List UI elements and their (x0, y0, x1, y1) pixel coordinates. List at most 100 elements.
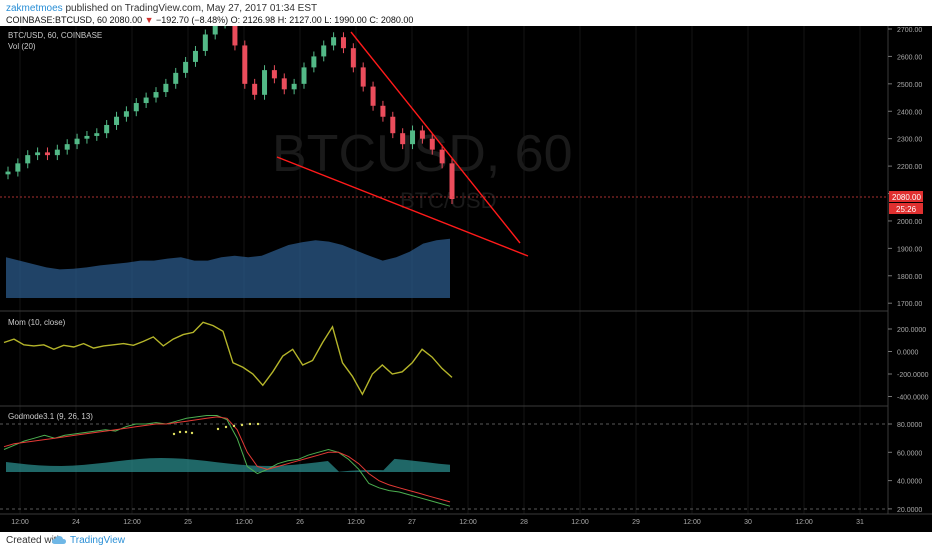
time-tick-label: 12:00 (235, 519, 253, 526)
candle-body (104, 124, 110, 134)
candle-body (94, 133, 100, 136)
godmode-green-line (3, 415, 451, 507)
main-legend-symbol: BTC/USD, 60, COINBASE (8, 31, 102, 40)
time-tick-label: 12:00 (571, 519, 589, 526)
godmode-tick-label: 80.0000 (897, 422, 922, 429)
godmode-red-line (3, 416, 451, 503)
candle-body (114, 116, 120, 125)
main-legend-volume: Vol (20) (8, 42, 36, 51)
price-tick-label: 2000.00 (897, 219, 922, 226)
candle-body (173, 72, 179, 84)
candle-body (143, 97, 149, 104)
candle-body (380, 105, 386, 117)
time-tick-label: 12:00 (795, 519, 813, 526)
candle-body (35, 152, 41, 156)
signal-dot (172, 432, 176, 436)
signal-dot (248, 422, 252, 426)
symbol-label: COINBASE:BTCUSD, 60 (6, 15, 108, 25)
price-tick-label: 2300.00 (897, 137, 922, 144)
candle-body (133, 103, 139, 112)
candle-body (84, 135, 90, 139)
created-with-text: Created with (6, 535, 63, 546)
price-tick-label: 1700.00 (897, 301, 922, 308)
time-tick-label: 12:00 (347, 519, 365, 526)
time-tick-label: 12:00 (11, 519, 29, 526)
candle-body (281, 78, 287, 90)
candle-body (419, 130, 425, 139)
time-tick-label: 25 (184, 519, 192, 526)
momentum-tick-label: -200.0000 (897, 372, 929, 379)
ohlc-open: O: 2126.98 (230, 15, 276, 25)
candle-body (390, 116, 396, 134)
time-tick-label: 29 (632, 519, 640, 526)
tradingview-cloud-icon (52, 536, 66, 544)
upper-trendline[interactable] (350, 31, 521, 244)
momentum-tick-label: 200.0000 (897, 327, 926, 334)
candle-body (212, 26, 218, 35)
candle-body (271, 70, 277, 79)
signal-dot (240, 423, 244, 427)
time-tick-label: 12:00 (683, 519, 701, 526)
godmode-tick-label: 60.0000 (897, 450, 922, 457)
candle-body (64, 144, 70, 150)
main-price-pane[interactable]: BTCUSD, 60 BTC/USD BTC/USD, 60, COINBASE… (0, 26, 888, 298)
signal-dot (216, 427, 220, 431)
watermark-name: BTC/USD (400, 188, 497, 213)
time-tick-label: 31 (856, 519, 864, 526)
tradingview-brand-link[interactable]: TradingView (70, 535, 126, 546)
candle-body (291, 83, 297, 90)
price-badge-bg (889, 191, 923, 202)
price-axis[interactable]: 2700.00 2600.00 2500.00 2400.00 2300.00 2200.… (887, 26, 929, 514)
candle-body (410, 130, 416, 145)
godmode-pane[interactable]: Godmode3.1 (9, 26, 13) (0, 412, 888, 510)
candle-body (370, 86, 376, 106)
godmode-signal-dots (172, 422, 260, 436)
candle-body (5, 171, 11, 175)
time-axis[interactable]: 12:00 24 12:00 25 12:00 26 12:00 27 12:00 28 12:00… (0, 513, 932, 526)
godmode-histogram (6, 458, 450, 472)
godmode-tick-label: 20.0000 (897, 507, 922, 514)
candle-body (44, 152, 50, 156)
candle-body (192, 50, 198, 62)
momentum-legend: Mom (10, close) (8, 318, 66, 327)
signal-dot (256, 422, 260, 426)
chart-header: zakmetmoes published on TradingView.com,… (0, 0, 932, 26)
candle-body (153, 92, 159, 98)
lower-trendline[interactable] (276, 156, 529, 257)
candle-body (331, 37, 337, 46)
published-text: published on TradingView.com, May 27, 20… (65, 3, 318, 14)
signal-dot (184, 430, 188, 434)
candle-body (183, 61, 189, 73)
time-tick-label: 24 (72, 519, 80, 526)
price-tick-label: 2700.00 (897, 27, 922, 34)
chart-canvas[interactable]: BTCUSD, 60 BTC/USD BTC/USD, 60, COINBASE… (0, 26, 932, 532)
candle-body (163, 83, 169, 93)
volume-area (6, 238, 450, 298)
price-tick-label: 1800.00 (897, 274, 922, 281)
down-arrow-icon: ▼ (144, 15, 154, 25)
candle-body (311, 56, 317, 68)
author-link[interactable]: zakmetmoes (6, 3, 63, 14)
candle-body (54, 149, 60, 156)
time-axis-labels: 12:00 24 12:00 25 12:00 26 12:00 27 12:00 28 12:00… (11, 519, 864, 526)
candle-body (321, 45, 327, 57)
godmode-ticks: 80.0000 60.0000 40.0000 20.0000 (888, 422, 922, 514)
momentum-ticks: 200.0000 0.0000 -200.0000 -400.0000 (888, 327, 929, 402)
time-tick-label: 26 (296, 519, 304, 526)
candle-body (449, 163, 455, 200)
momentum-line (3, 321, 453, 396)
time-tick-label: 30 (744, 519, 752, 526)
momentum-pane[interactable]: Mom (10, close) (3, 318, 453, 396)
time-tick-label: 27 (408, 519, 416, 526)
candle-body (242, 45, 248, 84)
price-change: −192.70 (−8.48%) (156, 15, 229, 25)
time-tick-label: 28 (520, 519, 528, 526)
candle-body (340, 37, 346, 49)
last-price: 2080.00 (109, 15, 143, 25)
candle-body (400, 133, 406, 145)
candle-body (202, 34, 208, 51)
godmode-legend: Godmode3.1 (9, 26, 13) (8, 412, 93, 421)
candle-body (232, 26, 238, 46)
momentum-tick-label: 0.0000 (897, 350, 919, 357)
signal-dot (232, 424, 236, 428)
